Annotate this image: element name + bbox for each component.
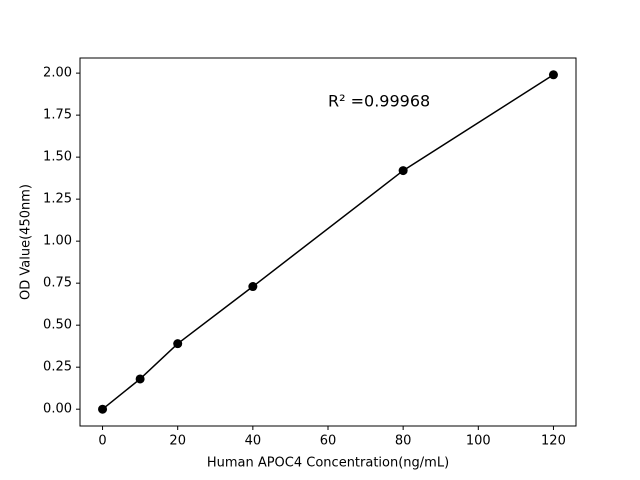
y-tick-label: 1.50 xyxy=(43,150,72,165)
marker xyxy=(135,374,145,384)
y-tick-label: 0.50 xyxy=(43,318,72,333)
y-tick-label: 1.75 xyxy=(43,108,72,123)
x-tick-label: 0 xyxy=(98,434,106,449)
x-tick-label: 20 xyxy=(169,434,186,449)
y-tick-label: 1.25 xyxy=(43,192,72,207)
x-tick-label: 100 xyxy=(466,434,491,449)
line xyxy=(102,74,554,410)
marker xyxy=(548,70,558,80)
annotation: R² =0.99968 xyxy=(328,92,430,111)
marker xyxy=(398,166,408,176)
y-tick-label: 0.75 xyxy=(43,276,72,291)
marker xyxy=(173,339,183,349)
x-tick-label: 40 xyxy=(245,434,262,449)
x-tick-label: 60 xyxy=(320,434,337,449)
y-tick-label: 0.25 xyxy=(43,360,72,375)
marker xyxy=(98,404,108,414)
x-axis-label: Human APOC4 Concentration(ng/mL) xyxy=(207,456,449,471)
marker xyxy=(248,282,258,292)
y-axis-label: OD Value(450nm) xyxy=(19,184,34,300)
y-tick-label: 1.00 xyxy=(43,234,72,249)
y-tick-label: 0.00 xyxy=(43,402,72,417)
y-tick-label: 2.00 xyxy=(43,66,72,81)
x-tick-label: 120 xyxy=(541,434,566,449)
x-tick-label: 80 xyxy=(395,434,412,449)
